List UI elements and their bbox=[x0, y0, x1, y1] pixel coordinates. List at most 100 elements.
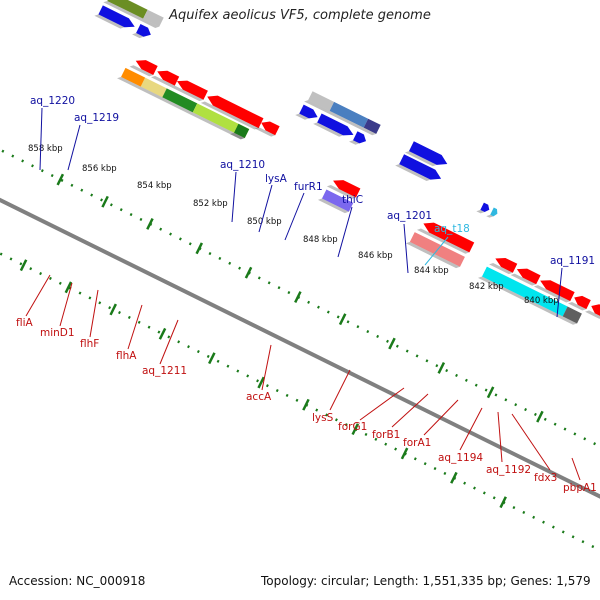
top-gene-label: lysA bbox=[265, 173, 288, 185]
gene-shadow bbox=[313, 122, 344, 137]
leader-line-top bbox=[231, 171, 237, 223]
top-gene-label: aq_1201 bbox=[387, 210, 432, 222]
gene-aq_1220-block bbox=[103, 0, 148, 21]
bottom-gene-label: aq_1194 bbox=[438, 452, 483, 464]
gene-shadow bbox=[139, 18, 160, 28]
gene-blue-left-2 bbox=[132, 24, 151, 39]
scale-label: 842 kbp bbox=[469, 282, 504, 292]
bottom-gene-label: forA1 bbox=[403, 437, 431, 449]
gene-body bbox=[176, 80, 208, 100]
gene-body bbox=[363, 118, 381, 134]
gene-aq_1194-red bbox=[567, 295, 591, 311]
gene-shadow bbox=[295, 113, 309, 120]
gene-body bbox=[299, 104, 318, 119]
leader-line-bottom bbox=[127, 304, 143, 350]
gene-shadow bbox=[486, 214, 494, 218]
gene-red-5 bbox=[255, 121, 280, 137]
gene-blue-mid-2 bbox=[313, 113, 354, 137]
bottom-scale-tick bbox=[109, 303, 117, 316]
top-gene-label: aq_1219 bbox=[74, 112, 119, 124]
top-scale-tick bbox=[486, 386, 495, 399]
gene-body bbox=[516, 268, 541, 285]
top-gene-label: aq_1220 bbox=[30, 95, 75, 107]
bottom-scale-tick bbox=[64, 281, 73, 294]
top-scale-tick bbox=[437, 361, 446, 374]
leader-line-bottom bbox=[59, 282, 73, 327]
gene-aq_1194-block bbox=[558, 306, 582, 325]
top-scale-tick bbox=[338, 313, 347, 326]
gene-forA1-red bbox=[533, 280, 575, 303]
gene-body bbox=[234, 123, 250, 139]
gene-accA-block bbox=[317, 189, 354, 214]
bottom-scale-tick bbox=[400, 447, 409, 460]
gene-body bbox=[423, 222, 475, 253]
gene-body bbox=[321, 189, 354, 212]
bottom-gene-label: minD1 bbox=[40, 327, 75, 339]
gene-shadow bbox=[585, 310, 600, 319]
scale-label: 846 kbp bbox=[358, 251, 393, 261]
bottom-gene-label: flhA bbox=[116, 350, 137, 362]
scale-label: 850 kbp bbox=[247, 217, 282, 227]
bottom-gene-label: forG1 bbox=[338, 421, 367, 433]
gene-body bbox=[135, 60, 158, 75]
leader-line-bottom bbox=[329, 369, 351, 411]
bottom-scale-tick bbox=[158, 327, 167, 340]
label-layer: 858 kbp 856 kbp 854 kbp 852 kbp 850 kbp 848 k… bbox=[16, 95, 597, 494]
gene-body bbox=[308, 91, 335, 111]
gene-body bbox=[482, 266, 568, 317]
gene-shadow bbox=[416, 228, 470, 254]
gene-aq_1211-block bbox=[230, 123, 250, 140]
bottom-gene-label: accA bbox=[246, 391, 272, 403]
gene-shadow bbox=[325, 110, 364, 130]
top-gene-label: aq_1210 bbox=[220, 159, 265, 171]
feature-track bbox=[0, 0, 600, 555]
bottom-scale-tick bbox=[302, 398, 310, 411]
gene-shadow bbox=[170, 85, 204, 102]
figure-title: Aquifex aeolicus VF5, complete genome bbox=[169, 8, 431, 23]
gene-flhA-block bbox=[188, 103, 250, 140]
top-scale-tick bbox=[56, 173, 65, 186]
top-gene-label: furR1 bbox=[294, 181, 323, 193]
gene-minD1-block bbox=[136, 77, 167, 99]
gene-body bbox=[333, 180, 361, 198]
gene-body bbox=[140, 77, 167, 98]
bottom-scale-tick bbox=[208, 352, 216, 365]
leader-line-bottom bbox=[391, 393, 429, 428]
gene-shadow bbox=[158, 97, 193, 114]
genome-backbone bbox=[0, 189, 600, 512]
top-gene-label: aq_t18 bbox=[434, 223, 470, 235]
gene-body bbox=[98, 5, 135, 28]
gene-body bbox=[107, 0, 148, 19]
gene-body bbox=[408, 141, 448, 165]
gene-aq_1210-block bbox=[304, 91, 335, 113]
leader-line-bottom bbox=[89, 289, 99, 338]
gene-shadow bbox=[255, 127, 276, 137]
bottom-gene-label: aq_1192 bbox=[486, 464, 531, 476]
gene-red-2 bbox=[151, 70, 180, 87]
gene-body bbox=[495, 257, 518, 273]
leader-line-bottom bbox=[459, 407, 483, 451]
leader-line-top bbox=[556, 267, 563, 318]
gene-flhF-block bbox=[158, 88, 198, 114]
gene-thiC-block bbox=[404, 141, 448, 167]
gene-body bbox=[480, 202, 490, 212]
gene-forG1-red bbox=[489, 257, 518, 275]
gene-body bbox=[157, 70, 180, 86]
bottom-gene-label: pbpA1 bbox=[563, 482, 597, 494]
scale-label: 848 kbp bbox=[303, 235, 338, 245]
gene-shadow bbox=[188, 112, 245, 140]
gene-forB1-red bbox=[510, 268, 541, 286]
gene-shadow bbox=[136, 86, 163, 99]
gene-body bbox=[121, 67, 146, 87]
gene-body bbox=[562, 306, 582, 324]
leader-line-top bbox=[337, 206, 353, 258]
gene-body bbox=[317, 113, 354, 136]
gene-shadow bbox=[200, 101, 259, 130]
gene-shadow bbox=[476, 209, 485, 214]
gene-shadow bbox=[349, 140, 360, 145]
gene-body bbox=[143, 9, 164, 27]
gene-aq_1201-block bbox=[476, 202, 490, 214]
leader-line-bottom bbox=[497, 411, 503, 463]
